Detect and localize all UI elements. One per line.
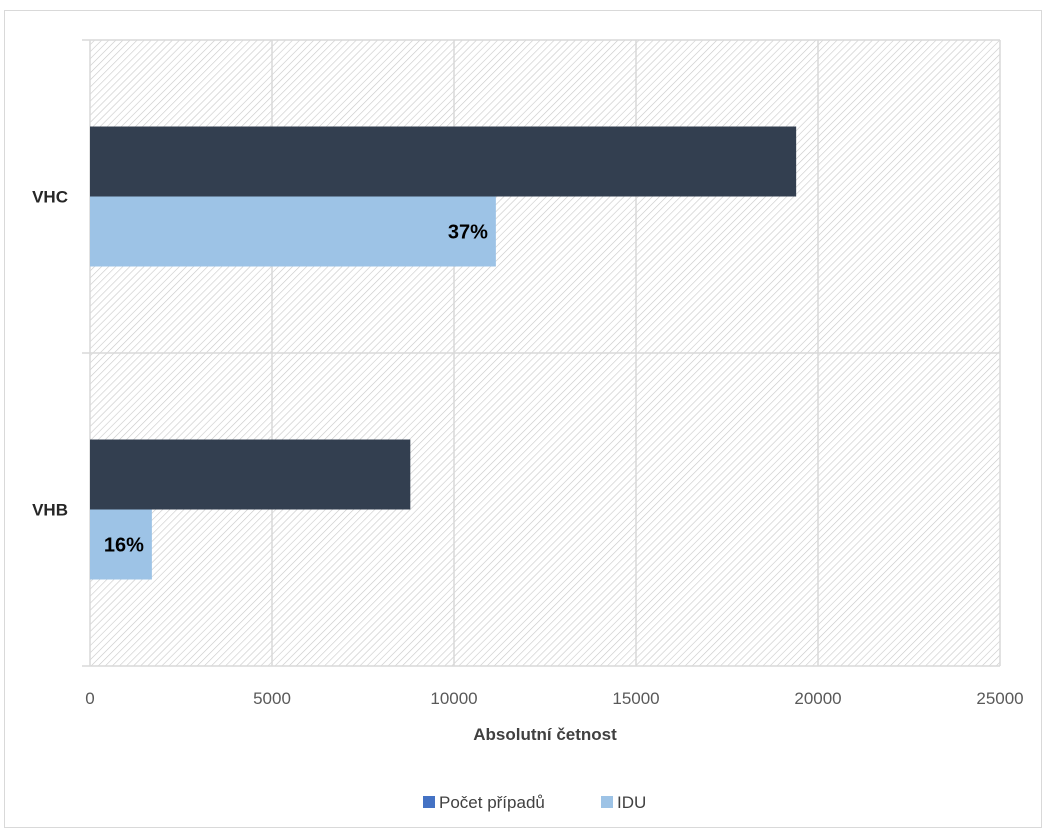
x-tick-label: 15000 [612,689,659,708]
x-tick-label: 20000 [794,689,841,708]
gridlines [82,39,1001,667]
x-tick-label: 10000 [430,689,477,708]
x-tick-label: 0 [85,689,94,708]
legend-label-idu: IDU [617,793,646,812]
x-tick-label: 25000 [976,689,1023,708]
legend: Počet případů IDU [423,793,646,812]
x-tick-label: 5000 [253,689,291,708]
legend-label-pocet-pripadu: Počet případů [439,793,545,812]
legend-swatch-pocet-pripadu [423,796,435,808]
bars [90,126,797,580]
legend-swatch-idu [601,796,613,808]
x-axis-title: Absolutní četnost [473,725,617,744]
labels: 0 5000 10000 15000 20000 25000 37% VHC 16% VHB [32,188,1024,709]
data-label-vhc: 37% [448,222,488,244]
category-label-vhc: VHC [32,188,68,207]
category-label-vhb: VHB [32,501,68,520]
bar-vhc-idu [90,196,496,267]
bar-vhc-pocet-pripadu [90,126,797,197]
bar-vhb-pocet-pripadu [90,439,411,510]
bar-vhb-idu [90,509,152,580]
data-label-vhb: 16% [104,535,144,557]
